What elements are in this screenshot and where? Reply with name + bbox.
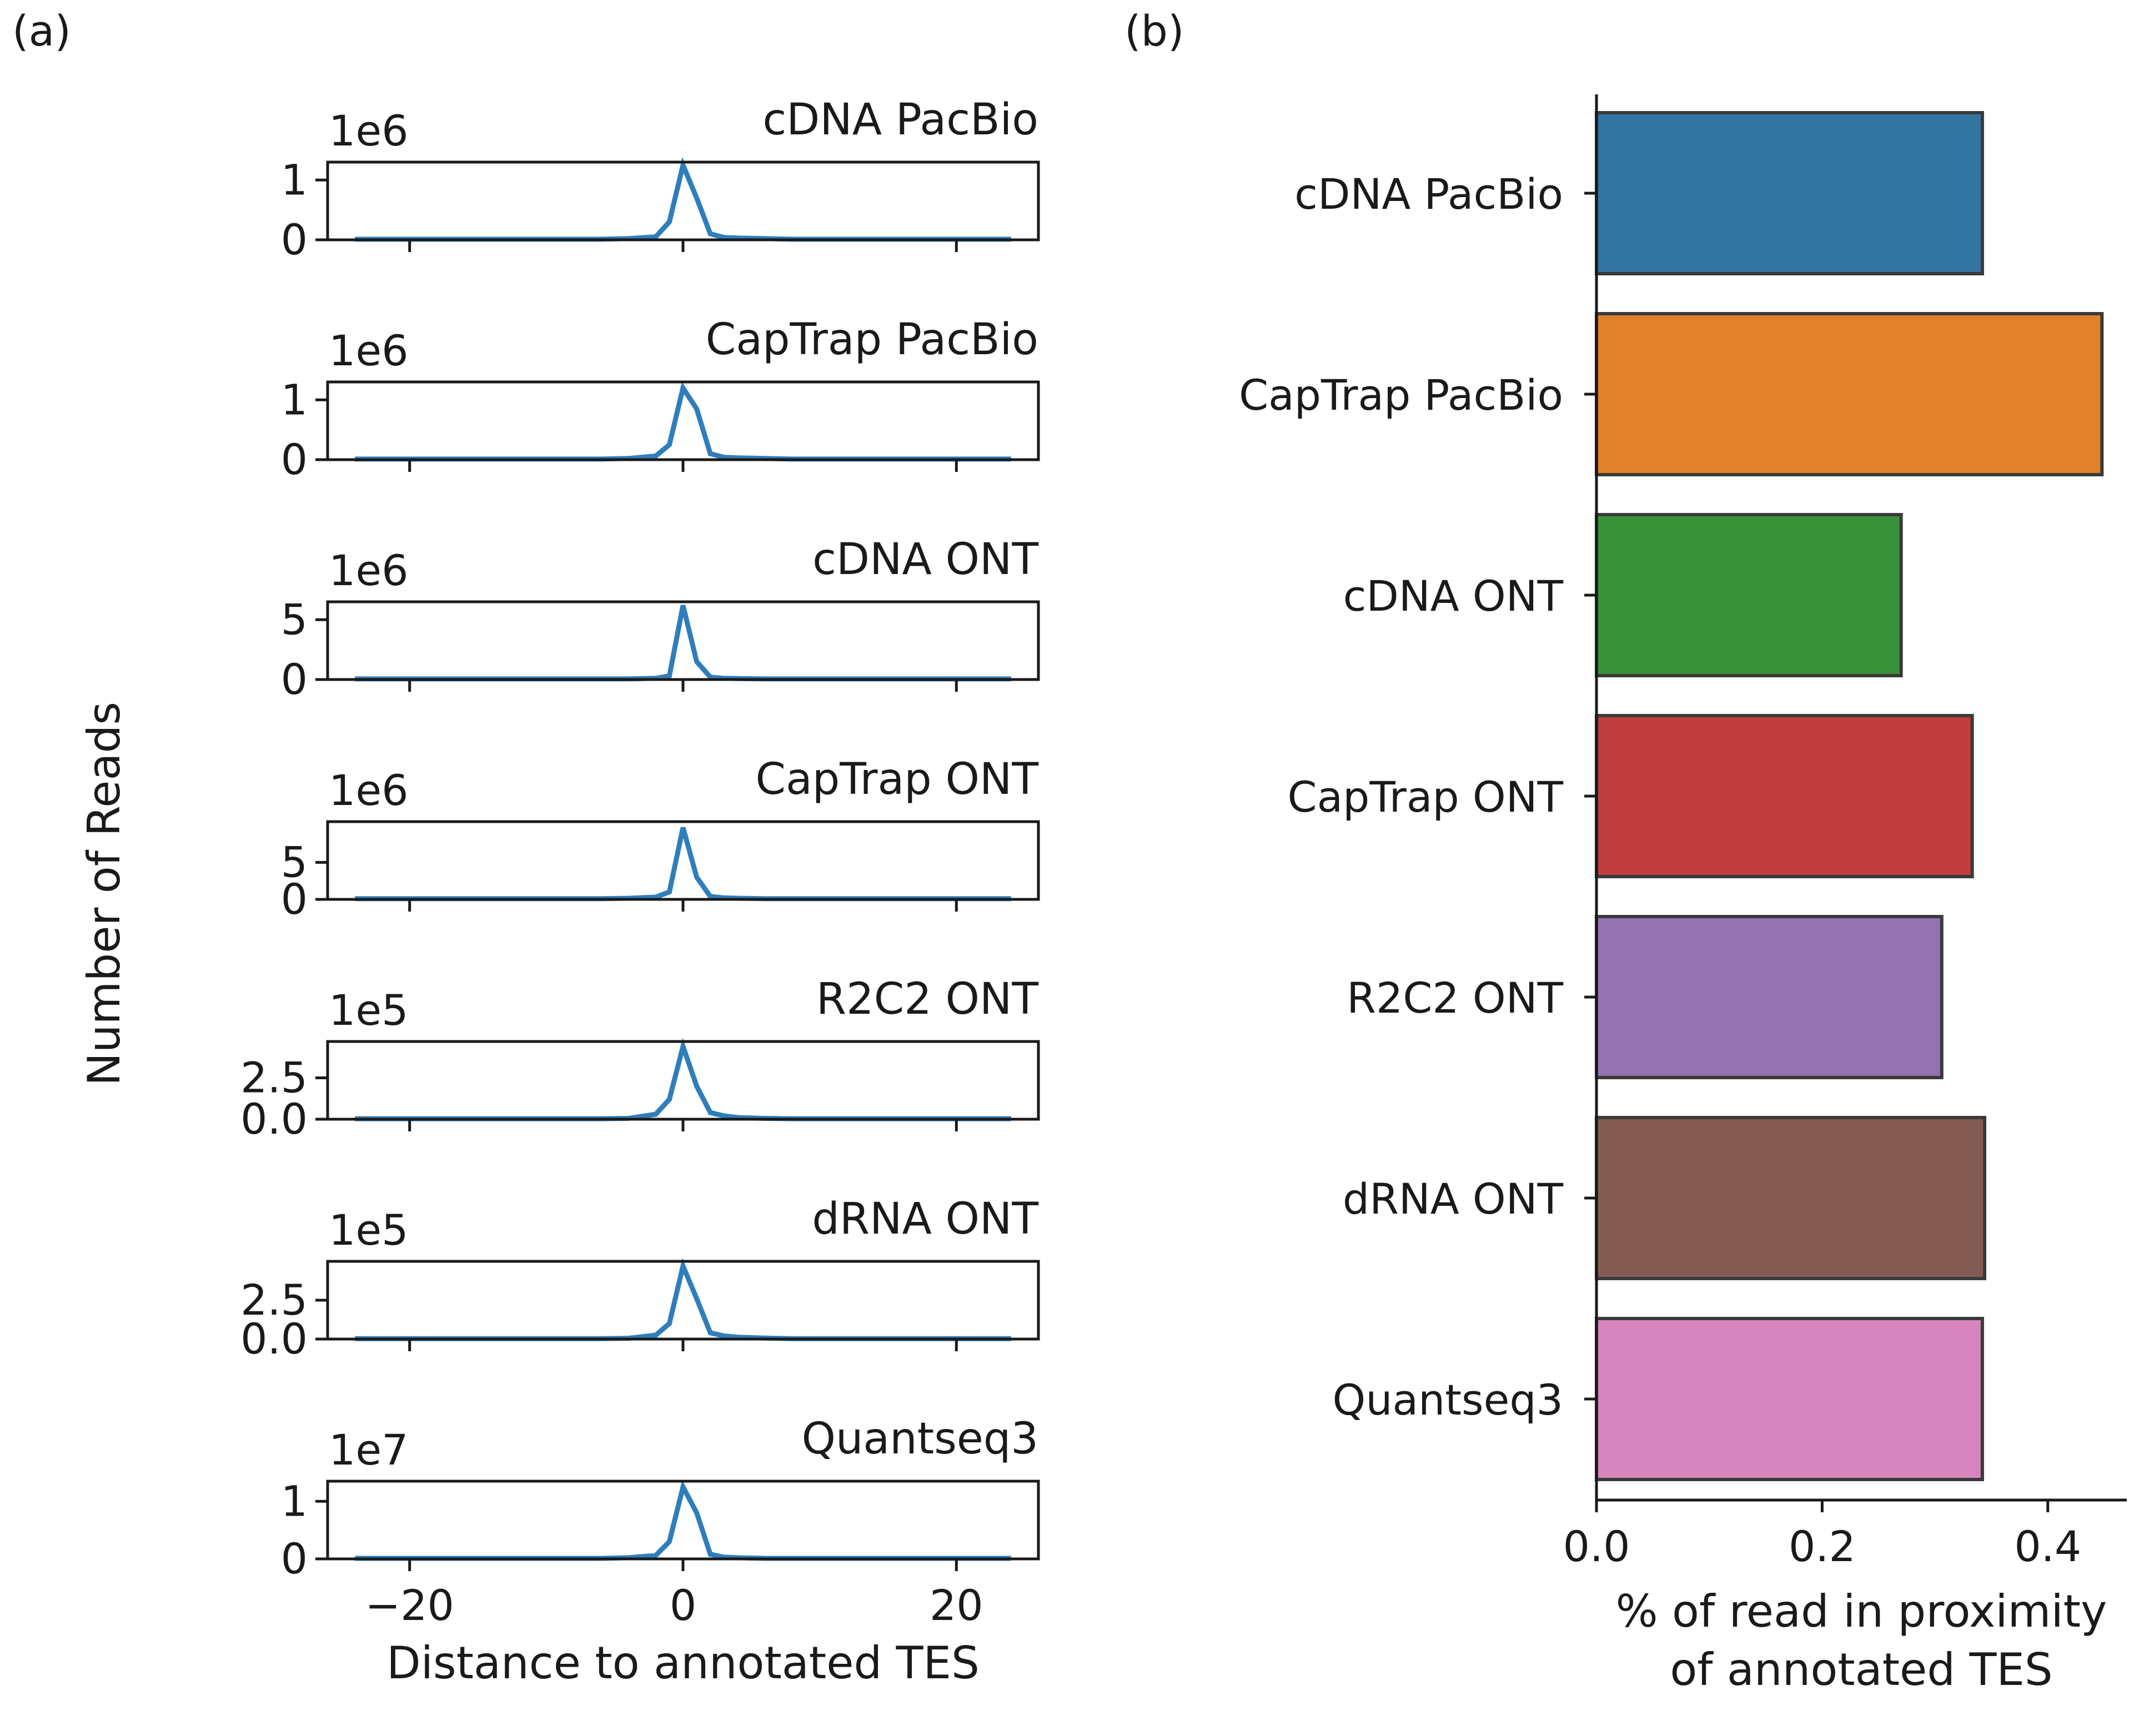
y-tick-label: 0: [281, 435, 308, 484]
panel-b-bar-chart: cDNA PacBio CapTrap PacBio cDNA ONT CapTrap…: [1239, 94, 2127, 1695]
subplot-3: cDNA ONT 1e6 0 5: [281, 535, 1040, 704]
y-tick-label: 1: [281, 375, 308, 424]
series-line: [355, 1480, 1011, 1561]
y-tick-label: 0.0: [240, 1094, 308, 1144]
y-tick-label: 0: [281, 1534, 308, 1583]
category-label: cDNA ONT: [1343, 571, 1564, 621]
y-offset-label: 1e5: [329, 1205, 408, 1255]
y-tick-label: 5: [281, 837, 308, 887]
series-line: [355, 605, 1011, 682]
subplot-title: dRNA ONT: [812, 1194, 1038, 1244]
x-tick-label: 0: [670, 1581, 696, 1630]
category-label: dRNA ONT: [1343, 1174, 1564, 1224]
y-offset-label: 1e6: [329, 326, 408, 375]
y-tick-label: 0: [281, 215, 308, 264]
x-tick-label: 20: [930, 1581, 983, 1630]
x-tick-label: 0.0: [1563, 1522, 1630, 1571]
series-line: [355, 1038, 1011, 1121]
y-tick-label: 0: [281, 874, 308, 924]
x-axis-label: Distance to annotated TES: [386, 1637, 980, 1689]
bar: [1595, 1317, 1984, 1481]
bar-group: cDNA PacBio: [1294, 111, 1984, 275]
y-tick-label: 2.5: [240, 1053, 308, 1103]
subplot-6: dRNA ONT 1e5 0.02.5: [240, 1194, 1040, 1363]
bar-group: CapTrap ONT: [1288, 714, 1974, 878]
x-tick-label: −20: [365, 1581, 454, 1630]
series-line: [355, 827, 1011, 902]
x-axis-label-line: % of read in proximity: [1616, 1586, 2107, 1637]
y-tick-label: 0.0: [240, 1314, 308, 1363]
series-line: [355, 381, 1011, 462]
panel-label-a: (a): [12, 6, 71, 56]
bar: [1595, 915, 1944, 1079]
y-tick-label: 5: [281, 595, 308, 644]
y-tick-label: 0: [281, 655, 308, 704]
y-offset-label: 1e7: [329, 1425, 408, 1475]
subplot-5: R2C2 ONT 1e5 0.02.5: [240, 974, 1040, 1144]
x-tick-label: 0.4: [2014, 1522, 2081, 1571]
subplot-4: CapTrap ONT 1e6 05: [281, 754, 1040, 924]
bar: [1595, 714, 1974, 878]
panel-label-b: (b): [1124, 6, 1184, 56]
category-label: R2C2 ONT: [1347, 973, 1563, 1023]
y-offset-label: 1e5: [329, 985, 408, 1035]
subplot-title: cDNA ONT: [812, 535, 1038, 585]
category-label: Quantseq3: [1333, 1375, 1563, 1425]
subplot-1: cDNA PacBio 1e6 0 1: [281, 95, 1040, 264]
series-line: [355, 157, 1011, 242]
bar: [1595, 1116, 1986, 1280]
bar-group: dRNA ONT: [1343, 1116, 1986, 1280]
subplot-title: cDNA PacBio: [762, 95, 1038, 145]
category-label: CapTrap ONT: [1288, 772, 1564, 822]
bar: [1595, 111, 1984, 275]
category-label: cDNA PacBio: [1294, 169, 1563, 219]
subplot-title: CapTrap ONT: [755, 754, 1038, 804]
y-tick-label: 2.5: [240, 1275, 308, 1325]
y-offset-label: 1e6: [329, 766, 408, 815]
subplot-7: Quantseq3 1e7 0 1: [281, 1414, 1040, 1583]
bar: [1595, 312, 2104, 476]
bar-group: CapTrap PacBio: [1239, 312, 2104, 476]
y-axis-label: Number of Reads: [78, 702, 130, 1086]
series-line: [355, 1257, 1011, 1341]
bar-group: cDNA ONT: [1343, 513, 1903, 677]
subplot-2: CapTrap PacBio 1e6 0 1: [281, 315, 1040, 484]
bar-group: Quantseq3: [1333, 1317, 1984, 1481]
y-offset-label: 1e6: [329, 546, 408, 595]
y-offset-label: 1e6: [329, 106, 408, 155]
subplot-title: CapTrap PacBio: [706, 315, 1038, 365]
x-tick-label: 0.2: [1789, 1522, 1856, 1571]
x-axis-label-line: of annotated TES: [1670, 1644, 2052, 1695]
subplot-title: R2C2 ONT: [816, 974, 1038, 1024]
bar-group: R2C2 ONT: [1347, 915, 1944, 1079]
category-label: CapTrap PacBio: [1239, 370, 1563, 420]
bar: [1595, 513, 1903, 677]
subplot-title: Quantseq3: [802, 1414, 1038, 1464]
y-tick-label: 1: [281, 1476, 308, 1526]
y-tick-label: 1: [281, 155, 308, 204]
